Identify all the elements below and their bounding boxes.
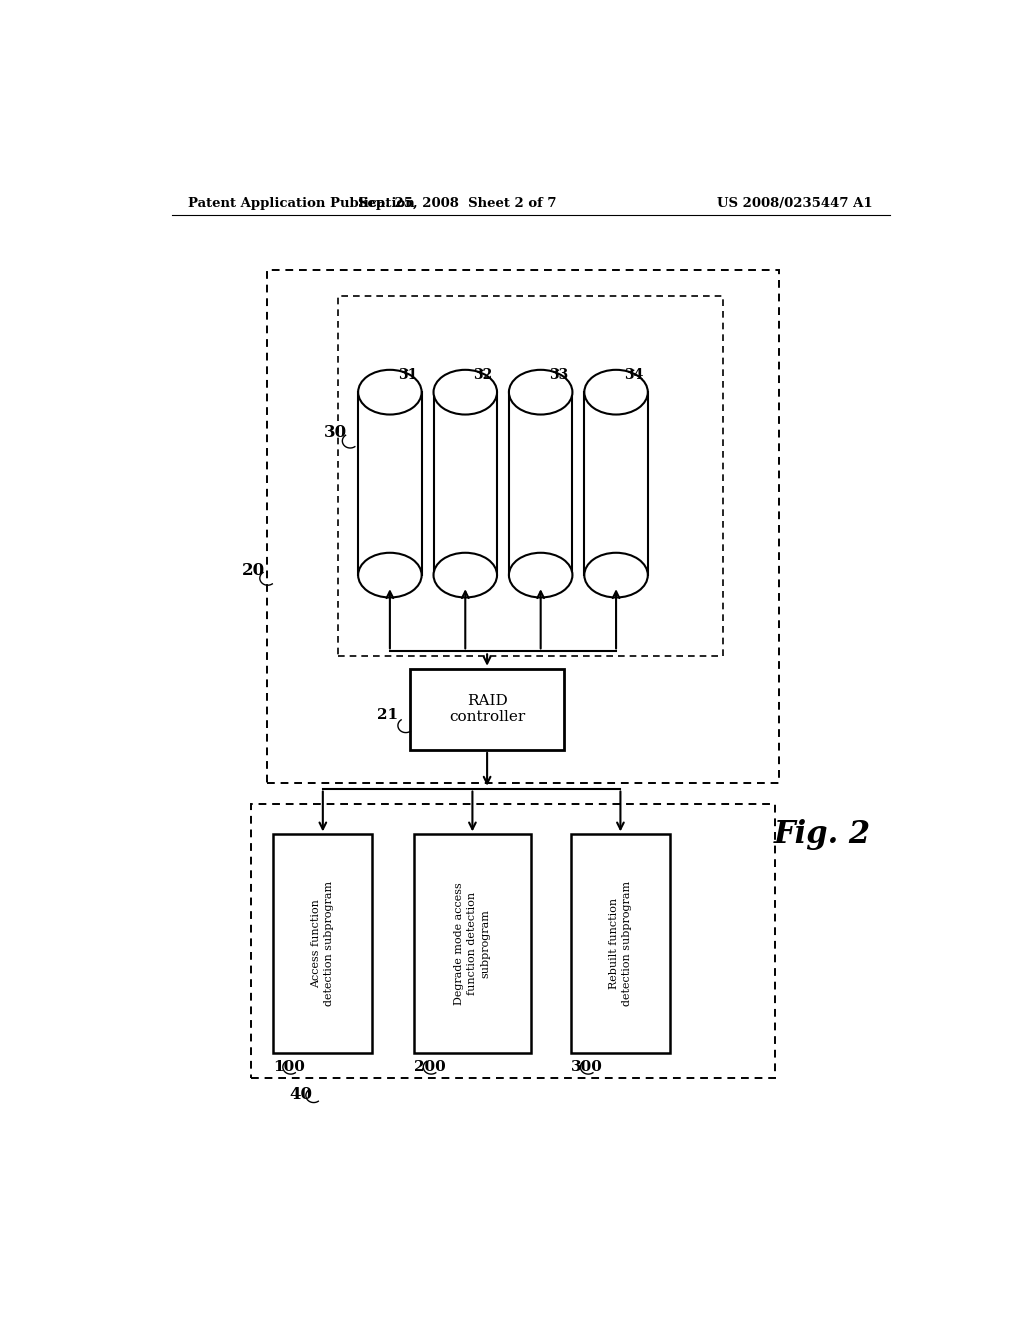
Ellipse shape xyxy=(585,553,648,598)
Text: Patent Application Publication: Patent Application Publication xyxy=(187,197,415,210)
Bar xyxy=(273,834,373,1053)
Bar xyxy=(358,392,422,576)
Bar xyxy=(570,834,670,1053)
Ellipse shape xyxy=(509,553,572,598)
Ellipse shape xyxy=(509,370,572,414)
Bar xyxy=(433,392,497,576)
Ellipse shape xyxy=(358,553,422,598)
Text: Rebuilt function
detection subprogram: Rebuilt function detection subprogram xyxy=(609,880,632,1006)
Bar xyxy=(414,834,531,1053)
Ellipse shape xyxy=(433,553,497,598)
Text: 33: 33 xyxy=(549,368,568,381)
Text: 20: 20 xyxy=(242,561,265,578)
Ellipse shape xyxy=(358,370,422,414)
Text: 300: 300 xyxy=(570,1060,603,1074)
Text: 200: 200 xyxy=(414,1060,445,1074)
Text: 100: 100 xyxy=(273,1060,305,1074)
Text: 32: 32 xyxy=(473,368,493,381)
Bar xyxy=(267,271,778,784)
Bar xyxy=(251,804,775,1078)
Bar xyxy=(410,669,564,750)
Text: 30: 30 xyxy=(325,424,347,441)
Ellipse shape xyxy=(433,370,497,414)
Text: Fig. 2: Fig. 2 xyxy=(774,818,871,850)
Text: RAID
controller: RAID controller xyxy=(449,694,525,725)
Bar xyxy=(509,392,572,576)
Text: US 2008/0235447 A1: US 2008/0235447 A1 xyxy=(717,197,872,210)
Text: Access function
detection subprogram: Access function detection subprogram xyxy=(311,880,335,1006)
Bar xyxy=(338,296,723,656)
Text: Degrade mode access
function detection
subprogram: Degrade mode access function detection s… xyxy=(455,882,490,1005)
Text: Sep. 25, 2008  Sheet 2 of 7: Sep. 25, 2008 Sheet 2 of 7 xyxy=(358,197,557,210)
Text: 21: 21 xyxy=(377,709,397,722)
Bar xyxy=(585,392,648,576)
Ellipse shape xyxy=(585,370,648,414)
Text: 40: 40 xyxy=(290,1086,312,1104)
Text: 34: 34 xyxy=(624,368,643,381)
Text: 31: 31 xyxy=(397,368,417,381)
